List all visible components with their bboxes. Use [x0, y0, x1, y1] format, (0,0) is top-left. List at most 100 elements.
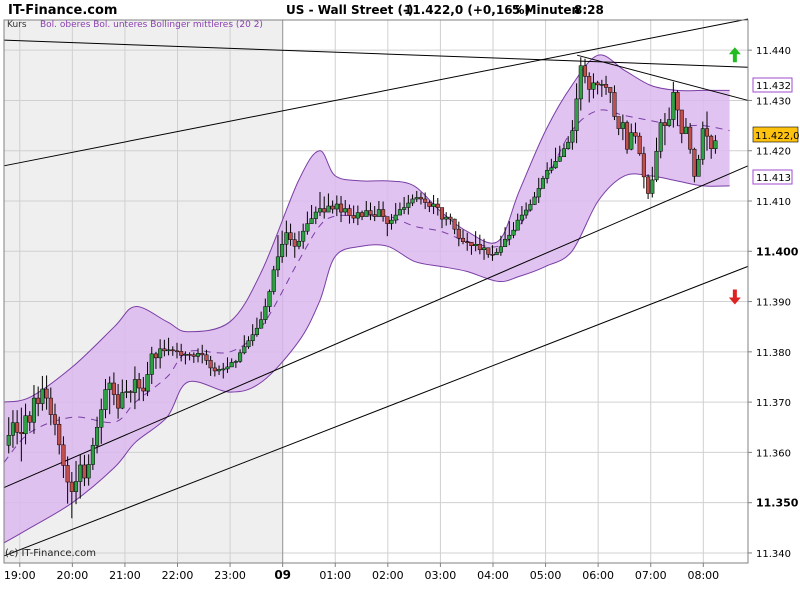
candle: [629, 123, 634, 151]
candle-body: [99, 409, 104, 428]
candle: [667, 107, 672, 128]
x-tick-label: 07:00: [635, 569, 667, 582]
candle: [519, 206, 524, 225]
candle: [40, 375, 45, 411]
candle: [646, 174, 651, 199]
candle: [292, 232, 297, 258]
legend-kurs: Kurs: [7, 20, 27, 30]
candles: [6, 57, 718, 519]
candle: [524, 202, 529, 219]
candle: [503, 227, 508, 248]
candle: [322, 196, 327, 219]
candle: [696, 154, 701, 177]
candle-body: [603, 84, 609, 88]
candle: [317, 191, 323, 217]
candle-body: [608, 87, 613, 93]
candle-body: [229, 362, 234, 368]
candle: [452, 218, 457, 235]
candle: [473, 231, 478, 252]
candle: [625, 120, 630, 154]
candle-body: [381, 209, 386, 217]
candle-body: [250, 334, 255, 342]
candle-body: [330, 205, 335, 210]
candle: [662, 113, 667, 146]
candle: [355, 205, 360, 226]
arrow-down-icon: [728, 289, 741, 305]
candle: [448, 213, 453, 225]
candle: [679, 109, 684, 144]
candle-body: [364, 210, 369, 217]
candle-body: [591, 82, 596, 90]
candle-body: [368, 210, 373, 215]
candle: [360, 210, 365, 221]
candle-body: [275, 256, 280, 271]
candle-body: [646, 176, 651, 194]
candle: [397, 202, 402, 216]
candle: [444, 212, 449, 226]
candle-body: [233, 361, 238, 363]
y-tick-label: 11.410: [756, 197, 791, 208]
candle-body: [6, 435, 11, 446]
candle-body: [423, 198, 428, 203]
candle: [267, 289, 272, 313]
candle-body: [633, 132, 638, 137]
candle: [124, 379, 129, 399]
candle: [486, 247, 491, 258]
candle: [338, 195, 344, 223]
candle-body: [465, 241, 470, 243]
candle-body: [372, 214, 377, 217]
candle-body: [427, 202, 432, 207]
y-tick-label: 11.350: [756, 497, 799, 510]
candle-body: [259, 319, 264, 329]
candle-body: [86, 464, 91, 479]
candle: [179, 343, 184, 362]
candle: [456, 221, 461, 247]
candle-body: [183, 354, 188, 356]
candle-body: [309, 218, 314, 224]
header-time: 8:28: [574, 3, 604, 17]
x-tick-label: 22:00: [162, 569, 194, 582]
candle: [427, 200, 432, 213]
candle-body: [511, 229, 516, 236]
candle: [423, 192, 428, 210]
candle-body: [69, 481, 74, 492]
candle-body: [494, 252, 499, 256]
candle: [44, 375, 49, 410]
candle-body: [389, 219, 394, 224]
candle-body: [482, 247, 487, 251]
candle-body: [578, 65, 583, 100]
candle-body: [444, 216, 449, 220]
candle-body: [120, 392, 125, 409]
candle-body: [397, 209, 402, 216]
candle: [553, 147, 558, 169]
candle: [183, 351, 188, 365]
candle: [477, 234, 482, 255]
candle-body: [570, 130, 575, 143]
candle: [280, 230, 285, 263]
candle: [507, 221, 512, 246]
candle-body: [78, 464, 83, 482]
candle: [48, 387, 53, 426]
trendline: [3, 265, 749, 557]
x-tick-label: 05:00: [530, 569, 562, 582]
candle-body: [65, 465, 70, 483]
brand-logo[interactable]: IT-Finance.com: [8, 3, 117, 18]
candle: [713, 135, 718, 154]
candle: [95, 416, 100, 454]
candle-body: [271, 269, 276, 292]
candle-body: [469, 241, 474, 246]
x-tick-label: 03:00: [425, 569, 457, 582]
candle-body: [574, 98, 579, 131]
candle-body: [301, 230, 306, 242]
candle-body: [704, 128, 710, 137]
candle: [557, 145, 562, 162]
candle-body: [338, 203, 344, 213]
candle: [23, 403, 28, 445]
candle-body: [460, 237, 466, 242]
candle: [86, 454, 91, 486]
candle-body: [322, 208, 327, 213]
candle: [19, 407, 24, 462]
candle-body: [616, 116, 621, 129]
candle-body: [124, 391, 129, 393]
candle: [52, 403, 58, 436]
